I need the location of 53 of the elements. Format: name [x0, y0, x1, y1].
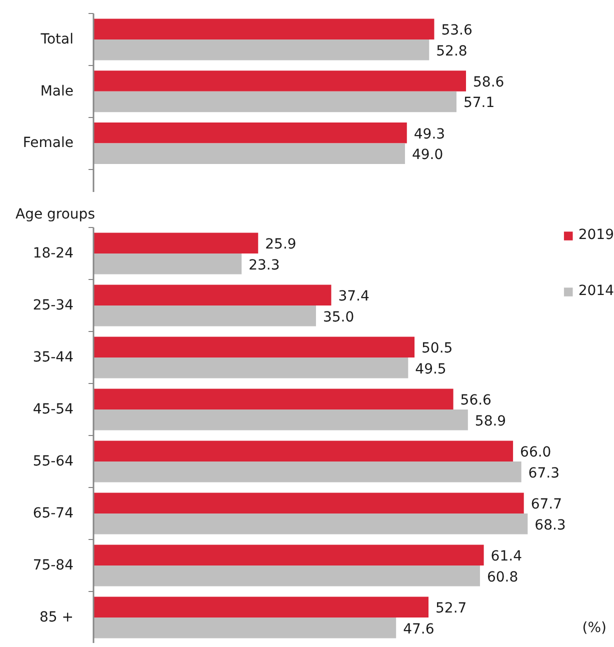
data-label: 60.8 [486, 569, 518, 586]
bar [94, 544, 484, 566]
bar [94, 306, 316, 326]
legend-label: 2014 [578, 283, 614, 299]
bar [94, 462, 522, 482]
data-label: 67.7 [530, 496, 562, 513]
data-label: 49.0 [412, 147, 444, 164]
data-label: 35.0 [322, 309, 354, 326]
data-label: 52.8 [436, 43, 468, 60]
bar [94, 618, 396, 638]
y-tick-label: 25-34 [32, 298, 74, 314]
y-tick-label: Female [22, 135, 74, 152]
bar [94, 566, 480, 586]
bar [94, 492, 524, 514]
data-label: 53.6 [441, 22, 472, 39]
y-tick-label: 75-84 [32, 558, 74, 574]
data-label: 25.9 [265, 236, 296, 253]
y-tick-label: 85 + [40, 610, 74, 626]
data-label: 61.4 [490, 548, 522, 565]
bar [94, 336, 415, 358]
data-label: 50.5 [422, 340, 453, 357]
data-label: 37.4 [338, 288, 370, 305]
data-label: 47.6 [403, 621, 434, 638]
bar [94, 358, 408, 378]
bar [94, 284, 332, 306]
y-tick-label: Male [40, 83, 74, 100]
legend-label: 2019 [578, 227, 614, 243]
y-tick-label: 55-64 [32, 454, 74, 470]
data-label: 68.3 [534, 517, 566, 534]
y-tick-label: Total [40, 31, 74, 48]
data-label: 49.3 [414, 126, 446, 142]
data-label: 58.9 [474, 413, 506, 430]
bar [94, 596, 428, 618]
y-axis-title: Age groups [16, 206, 95, 222]
data-label: 56.6 [460, 392, 492, 409]
text: (%) [582, 620, 607, 636]
bar [94, 514, 528, 534]
bar [94, 232, 258, 254]
data-label: 67.3 [528, 465, 560, 482]
bar [94, 410, 468, 430]
y-tick-label: 45-54 [32, 402, 74, 418]
y-tick-label: 65-74 [32, 506, 74, 522]
y-tick-label: 18-24 [32, 246, 74, 262]
data-label: 57.1 [463, 95, 495, 112]
y-tick-label: 35-44 [32, 350, 74, 366]
data-label: 52.7 [436, 600, 467, 617]
data-label: 58.6 [473, 74, 504, 90]
data-label: 23.3 [248, 257, 280, 274]
bar [94, 388, 454, 410]
data-label: 66.0 [520, 444, 552, 461]
data-label: 49.5 [415, 361, 446, 378]
bar [94, 254, 242, 274]
bar [94, 440, 514, 462]
